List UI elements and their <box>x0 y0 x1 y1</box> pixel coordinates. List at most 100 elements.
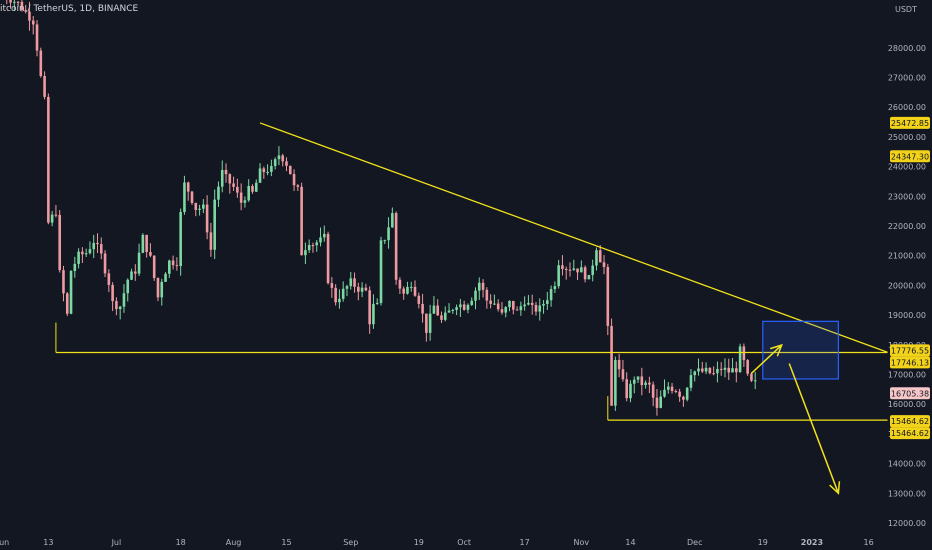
candle-down <box>152 255 156 279</box>
candle-down <box>111 284 114 302</box>
candle-up <box>307 245 311 251</box>
candle-down <box>285 161 288 166</box>
candle-up <box>118 306 122 310</box>
y-tick-label: 25000.00 <box>888 133 926 142</box>
candle-up <box>659 396 663 408</box>
candle-down <box>598 250 602 263</box>
candle-down <box>134 271 137 274</box>
candle-up <box>50 214 54 223</box>
candle-up <box>77 251 80 264</box>
candle-down <box>43 75 46 97</box>
candle-up <box>183 182 186 212</box>
y-tick-label: 12000.00 <box>888 519 926 528</box>
candle-up <box>477 282 481 291</box>
candle-down <box>364 287 368 291</box>
y-tick-label: 16000.00 <box>888 400 926 409</box>
x-tick-label: 18 <box>176 538 186 547</box>
candle-up <box>372 303 375 325</box>
candle-down <box>670 386 674 391</box>
price-badge-label: 15464.62 <box>891 417 929 426</box>
candle-down <box>561 265 564 270</box>
candle-up <box>614 359 617 406</box>
y-tick-label: 13000.00 <box>888 489 926 498</box>
candle-up <box>349 278 353 287</box>
candle-up <box>160 281 164 298</box>
candle-up <box>455 307 458 310</box>
candle-up <box>693 371 697 376</box>
candle-down <box>708 367 712 374</box>
price-badge <box>890 356 930 369</box>
candle-down <box>719 368 723 370</box>
candle-up <box>587 275 591 280</box>
candle-down <box>9 0 12 3</box>
candle-up <box>466 304 470 310</box>
candle-down <box>436 305 439 316</box>
candle-down <box>62 270 65 294</box>
y-tick-label: 26000.00 <box>888 103 926 112</box>
x-axis: Jun 13 Jul 18 Aug 15 Sep 19 Oct 17 Nov 14 Dec 19 2023 1… <box>0 538 874 547</box>
y-tick-label: 14000.00 <box>888 460 926 469</box>
candle-down <box>35 24 39 51</box>
candle-down <box>583 267 587 280</box>
candle-up <box>447 310 451 313</box>
candle-down <box>368 290 371 325</box>
candle-down <box>300 186 303 256</box>
candle-up <box>323 233 326 238</box>
candle-up <box>304 250 307 256</box>
candle-down <box>239 192 243 203</box>
candle-up <box>270 165 273 172</box>
candle-down <box>357 286 360 292</box>
drawings-layer[interactable] <box>55 122 888 495</box>
candle-down <box>701 368 704 372</box>
candle-down <box>425 313 428 333</box>
arrow-up[interactable] <box>750 344 783 374</box>
x-tick-label: Oct <box>457 538 471 547</box>
candle-down <box>485 289 489 301</box>
candle-up <box>523 304 526 307</box>
candle-down <box>462 304 466 310</box>
candle-down <box>512 300 515 310</box>
candle-down <box>674 390 678 392</box>
candle-up <box>636 376 640 380</box>
candle-up <box>315 242 319 246</box>
candle-up <box>697 368 700 372</box>
candle-down <box>648 382 651 385</box>
price-badge-label: 24347.30 <box>891 152 929 161</box>
candle-up <box>360 287 364 292</box>
candle-up <box>716 368 719 374</box>
arrow-down[interactable] <box>788 363 840 494</box>
candle-up <box>504 307 508 313</box>
candle-up <box>130 271 133 280</box>
candle-up <box>179 211 182 267</box>
y-tick-label: 19000.00 <box>888 311 926 320</box>
x-tick-label: Jun <box>0 538 9 547</box>
candle-down <box>496 303 500 310</box>
x-tick-label: 17 <box>520 538 530 547</box>
candle-up <box>557 265 560 287</box>
candle-down <box>568 269 572 271</box>
x-tick-label: 16 <box>864 538 874 547</box>
descending-trendline[interactable] <box>259 122 888 353</box>
candle-down <box>236 186 239 193</box>
x-tick-label: Dec <box>687 538 702 547</box>
currency-label: USDT <box>895 5 917 14</box>
candle-up <box>731 368 734 373</box>
candle-up <box>723 367 727 370</box>
candle-down <box>394 213 398 280</box>
candle-down <box>190 191 194 203</box>
candle-up <box>591 265 594 276</box>
candle-down <box>39 50 43 76</box>
price-badge <box>890 116 930 129</box>
candle-up <box>220 169 224 187</box>
candle-down <box>655 397 659 408</box>
candle-up <box>126 279 130 294</box>
candle-down <box>58 214 61 271</box>
candle-down <box>145 234 148 253</box>
candle-up <box>470 300 474 305</box>
price-badge <box>890 427 930 440</box>
candle-up <box>704 367 708 372</box>
candle-down <box>31 20 35 25</box>
candle-down <box>281 155 285 162</box>
target-box[interactable] <box>762 320 839 380</box>
